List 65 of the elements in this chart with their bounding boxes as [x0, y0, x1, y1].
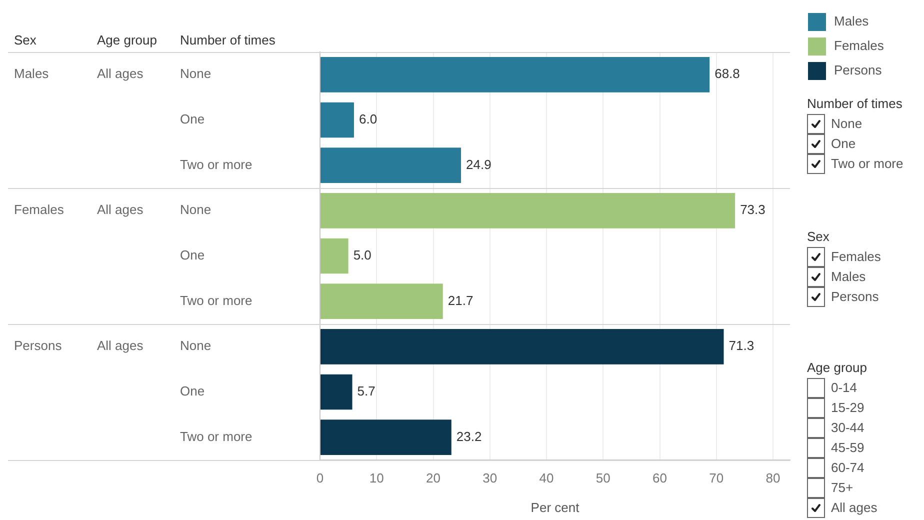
category-label: Persons: [831, 288, 879, 306]
bar: [320, 192, 736, 228]
data-label: 24.9: [466, 156, 492, 172]
bar: [320, 102, 354, 138]
category-label: Males: [831, 268, 866, 286]
data-label: 68.8: [714, 66, 740, 82]
y-axis-title: Number of times: [180, 32, 276, 48]
text: Males: [14, 66, 49, 82]
category-label: None: [831, 115, 862, 133]
category-label: Two or more: [831, 155, 904, 173]
y-tick-label: None: [180, 66, 212, 82]
bar: [320, 374, 352, 410]
data-label: 71.3: [728, 338, 754, 354]
x-tick-label: 30: [482, 470, 498, 486]
category-label: 15-29: [831, 399, 864, 417]
x-axis-title: Per cent: [530, 500, 580, 515]
bar: [320, 148, 461, 184]
bar: [320, 238, 348, 274]
category-label: 75+: [831, 479, 854, 497]
text: All ages: [97, 202, 144, 218]
x-tick-label: 60: [652, 470, 667, 486]
data-label: 73.3: [740, 202, 766, 218]
text: Sex: [807, 228, 830, 246]
text: All ages: [97, 338, 144, 354]
y-tick-label: None: [180, 202, 212, 218]
y-tick-label: None: [180, 338, 212, 354]
category-label: Females: [831, 248, 881, 266]
bar: [320, 56, 710, 92]
bar: [320, 284, 443, 320]
data-label: 5.0: [353, 248, 372, 263]
legend-label: Persons: [834, 62, 882, 78]
x-tick-label: 70: [709, 470, 724, 486]
text: Age group: [807, 359, 868, 377]
legend-label: Females: [834, 38, 884, 54]
text: Persons: [14, 338, 62, 354]
text: Females: [14, 202, 64, 218]
legend-label: Males: [834, 14, 870, 29]
text: Age group: [97, 32, 157, 48]
text: Sex: [14, 32, 37, 48]
y-tick-label: Two or more: [180, 428, 252, 444]
category-label: 45-59: [831, 439, 864, 457]
data-label: 23.2: [456, 428, 482, 444]
data-label: 21.7: [448, 292, 474, 308]
x-tick-label: 50: [596, 470, 610, 486]
y-tick-label: One: [180, 112, 205, 127]
x-tick-label: 10: [369, 470, 384, 486]
text: Number of times: [807, 95, 904, 113]
category-label: 60-74: [831, 459, 864, 477]
text: All ages: [97, 66, 144, 82]
x-tick-label: 20: [426, 470, 440, 486]
category-label: 30-44: [831, 419, 864, 437]
x-tick-label: 80: [766, 470, 780, 486]
x-tick-label: 40: [539, 470, 554, 486]
data-label: 6.0: [358, 112, 378, 127]
y-tick-label: One: [180, 384, 205, 399]
category-label: One: [831, 135, 856, 153]
x-tick-label: 0: [316, 470, 324, 486]
y-tick-label: Two or more: [180, 156, 252, 172]
data-label: 5.7: [357, 384, 376, 399]
bar: [320, 420, 452, 456]
bar: [320, 328, 724, 364]
y-tick-label: Two or more: [180, 292, 252, 308]
y-tick-label: One: [180, 248, 205, 263]
category-label: 0-14: [831, 379, 858, 397]
category-label: All ages: [831, 499, 878, 517]
